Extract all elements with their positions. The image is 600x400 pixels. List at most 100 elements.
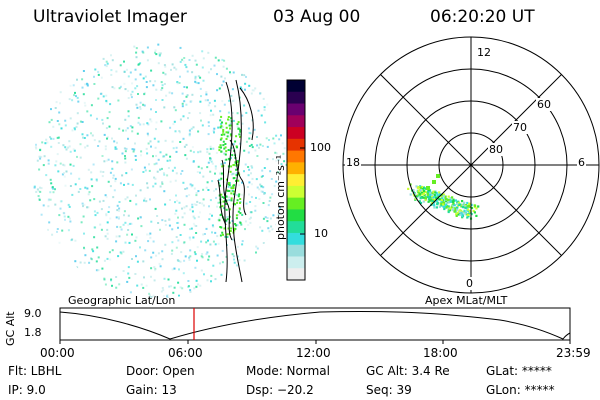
image-pixel <box>194 80 197 83</box>
image-pixel <box>259 226 262 229</box>
image-pixel <box>220 75 223 78</box>
image-pixel <box>235 135 238 138</box>
image-pixel <box>110 54 112 57</box>
image-pixel <box>170 285 173 288</box>
image-pixel <box>197 151 200 154</box>
image-pixel <box>235 214 238 217</box>
image-pixel <box>170 68 172 71</box>
image-pixel <box>115 70 118 73</box>
image-pixel <box>184 255 187 258</box>
image-pixel <box>74 260 77 263</box>
image-pixel <box>105 196 108 199</box>
image-pixel <box>229 72 232 75</box>
image-pixel <box>219 179 222 182</box>
colorbar-cell <box>287 221 305 234</box>
image-pixel <box>161 250 164 253</box>
image-pixel <box>181 92 184 95</box>
image-pixel <box>184 188 187 190</box>
image-pixel <box>128 276 131 279</box>
image-pixel <box>121 174 124 177</box>
image-pixel <box>152 185 155 188</box>
image-pixel <box>268 230 271 233</box>
image-pixel <box>69 185 72 187</box>
image-pixel <box>158 53 161 56</box>
image-pixel <box>248 137 251 140</box>
image-pixel <box>169 180 172 183</box>
image-pixel <box>96 246 99 249</box>
image-pixel <box>83 246 85 249</box>
image-pixel <box>38 168 41 171</box>
image-pixel <box>107 211 110 213</box>
image-pixel <box>229 71 231 74</box>
image-pixel <box>437 195 440 198</box>
image-pixel <box>223 133 226 136</box>
image-pixel <box>146 182 149 185</box>
image-pixel <box>428 196 431 199</box>
image-pixel <box>79 261 82 264</box>
image-pixel <box>221 58 224 61</box>
image-pixel <box>123 183 125 186</box>
image-pixel <box>157 222 160 224</box>
image-pixel <box>47 228 49 231</box>
image-pixel <box>419 185 422 188</box>
image-pixel <box>126 196 129 199</box>
image-pixel <box>255 251 257 254</box>
image-pixel <box>174 201 176 204</box>
image-pixel <box>136 85 139 88</box>
image-pixel <box>175 68 178 71</box>
image-pixel <box>228 119 231 122</box>
image-pixel <box>166 159 169 162</box>
image-pixel <box>230 134 233 137</box>
image-pixel <box>123 70 126 73</box>
image-pixel <box>185 143 188 146</box>
image-pixel <box>456 208 459 211</box>
image-pixel <box>76 266 79 269</box>
image-pixel <box>249 201 252 203</box>
image-pixel <box>200 119 202 122</box>
image-pixel <box>168 91 171 94</box>
image-pixel <box>149 232 152 235</box>
image-pixel <box>466 206 469 209</box>
image-pixel <box>230 173 233 176</box>
image-pixel <box>173 120 176 123</box>
image-pixel <box>277 171 280 174</box>
image-pixel <box>248 84 251 87</box>
image-pixel <box>225 203 228 205</box>
image-pixel <box>213 189 215 192</box>
geographic-coastlines <box>217 79 254 283</box>
image-pixel <box>106 136 109 139</box>
image-pixel <box>440 199 443 202</box>
image-pixel <box>432 190 435 193</box>
image-pixel <box>214 278 217 281</box>
image-pixel <box>130 93 133 96</box>
image-pixel <box>212 225 215 228</box>
image-pixel <box>449 198 452 201</box>
image-pixel <box>170 252 173 255</box>
image-pixel <box>218 217 221 220</box>
image-pixel <box>467 212 470 215</box>
image-pixel <box>123 214 125 217</box>
image-pixel <box>236 245 239 248</box>
image-pixel <box>208 205 210 208</box>
image-pixel <box>216 235 219 238</box>
image-pixel <box>90 132 92 135</box>
image-pixel <box>433 206 436 209</box>
image-pixel <box>240 88 243 91</box>
image-pixel <box>73 149 76 152</box>
image-pixel <box>133 45 136 48</box>
image-pixel <box>176 222 178 224</box>
image-pixel <box>202 79 205 82</box>
image-pixel <box>263 106 266 109</box>
image-pixel <box>422 196 425 199</box>
image-pixel <box>416 194 419 197</box>
image-pixel <box>415 185 418 188</box>
image-pixel <box>117 99 120 102</box>
time-tick-0000: 00:00 <box>40 346 75 360</box>
image-pixel <box>238 184 241 187</box>
image-pixel <box>412 191 415 194</box>
image-pixel <box>107 180 110 183</box>
image-pixel <box>78 177 81 180</box>
image-pixel <box>264 121 267 124</box>
image-pixel <box>129 291 132 294</box>
image-pixel <box>226 236 229 238</box>
